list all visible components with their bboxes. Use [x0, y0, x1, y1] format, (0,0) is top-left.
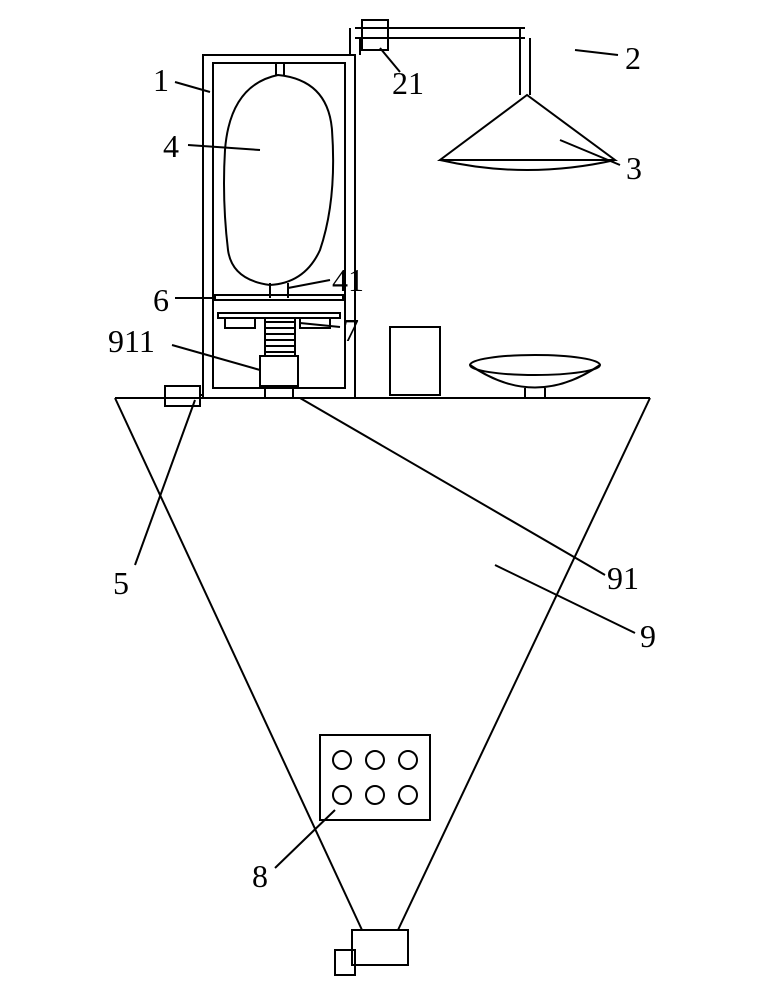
tab-left	[225, 318, 255, 328]
leader-2	[575, 50, 618, 55]
label-8: 8	[252, 858, 268, 895]
control-box	[320, 735, 430, 820]
label-7: 7	[343, 312, 359, 349]
label-21: 21	[392, 65, 424, 102]
label-3: 3	[626, 150, 642, 187]
bottom-outlet	[352, 930, 408, 965]
leader-911	[172, 345, 260, 370]
label-911: 911	[108, 323, 155, 360]
leader-5	[135, 400, 195, 565]
label-9: 9	[640, 618, 656, 655]
leader-8	[275, 810, 335, 868]
label-6: 6	[153, 282, 169, 319]
bowl-bottom	[470, 365, 600, 388]
lamp-cone	[440, 95, 615, 160]
bag-shape	[224, 75, 333, 285]
leader-41	[288, 280, 330, 288]
leader-3	[560, 140, 620, 165]
label-41: 41	[332, 262, 364, 299]
control-btn-2	[366, 751, 384, 769]
component-21	[362, 20, 388, 50]
mid-box	[390, 327, 440, 395]
control-btn-6	[399, 786, 417, 804]
label-2: 2	[625, 40, 641, 77]
control-btn-1	[333, 751, 351, 769]
label-4: 4	[163, 128, 179, 165]
label-5: 5	[113, 565, 129, 602]
plate-upper	[215, 295, 343, 300]
spring-coil	[265, 318, 295, 356]
bowl-rim	[470, 355, 600, 375]
leader-7	[300, 323, 340, 327]
box-below-spring	[260, 356, 298, 386]
technical-diagram	[0, 0, 759, 1000]
leader-91	[300, 398, 605, 575]
leader-1	[175, 82, 210, 92]
control-btn-4	[333, 786, 351, 804]
label-1: 1	[153, 62, 169, 99]
control-btn-3	[399, 751, 417, 769]
lamp-bottom-curve	[440, 160, 615, 170]
control-btn-5	[366, 786, 384, 804]
leader-4	[188, 145, 260, 150]
cone-left-side	[115, 398, 362, 930]
label-91: 91	[607, 560, 639, 597]
